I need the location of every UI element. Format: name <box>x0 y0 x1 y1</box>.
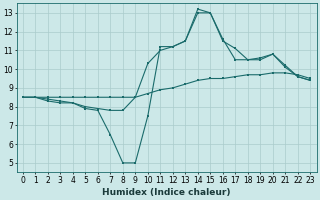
X-axis label: Humidex (Indice chaleur): Humidex (Indice chaleur) <box>102 188 231 197</box>
